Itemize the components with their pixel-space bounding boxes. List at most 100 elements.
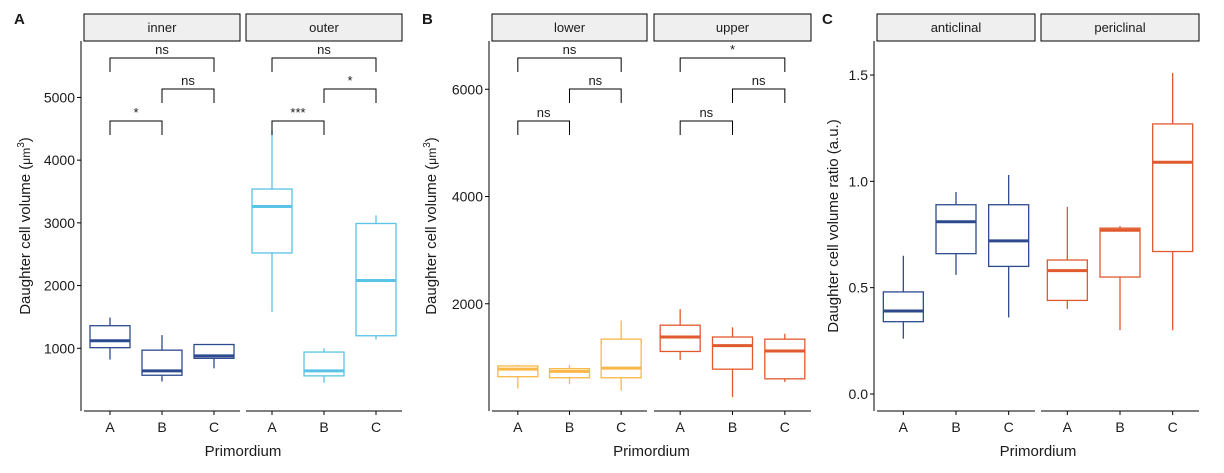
x-tick-label: C xyxy=(780,419,790,435)
box-iqr xyxy=(251,188,293,254)
y-tick-label: 0.5 xyxy=(849,280,869,296)
box-outer-C xyxy=(355,215,397,340)
significance-label: * xyxy=(133,105,138,120)
box-periclinal-B xyxy=(1099,226,1141,331)
significance-label: ns xyxy=(317,42,331,57)
significance-label: ns xyxy=(181,73,195,88)
y-tick-label: 1.5 xyxy=(849,67,869,83)
x-axis-title: Primordium xyxy=(205,443,282,460)
facet-strip-label: upper xyxy=(716,20,750,35)
x-tick-label: B xyxy=(1115,419,1124,435)
box-iqr xyxy=(988,204,1030,268)
x-tick-label: A xyxy=(105,419,115,435)
y-axis-title: Daughter cell volume (μm3) xyxy=(16,137,34,315)
box-iqr xyxy=(764,338,806,380)
y-tick-label: 3000 xyxy=(44,215,75,231)
y-tick-label: 6000 xyxy=(452,81,483,97)
x-tick-label: C xyxy=(616,419,626,435)
facet-strip-label: lower xyxy=(554,20,586,35)
facet-strip-label: inner xyxy=(148,20,178,35)
box-iqr xyxy=(711,336,754,370)
x-tick-label: B xyxy=(565,419,574,435)
facet-strip xyxy=(1040,13,1200,42)
x-tick-label: B xyxy=(728,419,737,435)
box-anticlinal-B xyxy=(935,191,977,275)
panel-label: C xyxy=(822,11,833,28)
y-tick-label: 0.0 xyxy=(849,386,869,402)
y-axis-title: Daughter cell volume (μm3) xyxy=(422,137,440,315)
box-iqr xyxy=(1099,227,1141,278)
box-iqr xyxy=(1046,259,1088,302)
facet-strip xyxy=(83,13,241,42)
x-tick-label: A xyxy=(675,419,685,435)
box-iqr xyxy=(600,338,642,379)
box-iqr xyxy=(89,325,131,349)
box-iqr xyxy=(497,365,539,378)
facet-strip-label: periclinal xyxy=(1094,20,1145,35)
facet-upper: upper A B C * ns ns xyxy=(653,13,812,435)
significance-bracket xyxy=(517,120,570,135)
chart-panel-B: B 2000 4000 6000 Daughter cell volume (μm3) l… xyxy=(422,11,812,460)
significance-bracket xyxy=(271,120,325,135)
box-upper-A xyxy=(659,309,701,361)
x-tick-label: B xyxy=(157,419,166,435)
x-axis-title: Primordium xyxy=(1000,443,1077,460)
panel-label: B xyxy=(422,11,433,28)
box-upper-C xyxy=(764,333,806,383)
facet-strip xyxy=(245,13,403,42)
y-tick-label: 1.0 xyxy=(849,173,869,189)
box-lower-A xyxy=(497,364,539,389)
box-outer-A xyxy=(251,130,293,312)
facet-strip-label: anticlinal xyxy=(931,20,982,35)
x-tick-label: C xyxy=(1004,419,1014,435)
box-iqr xyxy=(548,367,591,379)
x-tick-label: A xyxy=(1063,419,1073,435)
box-periclinal-A xyxy=(1046,206,1088,309)
box-iqr xyxy=(1152,123,1194,253)
significance-bracket xyxy=(323,88,377,103)
box-inner-C xyxy=(193,343,235,369)
y-tick-label: 5000 xyxy=(44,89,75,105)
x-tick-label: A xyxy=(899,419,909,435)
y-tick-label: 4000 xyxy=(44,152,75,168)
significance-label: ns xyxy=(752,73,766,88)
facet-strip xyxy=(653,13,812,42)
significance-label: * xyxy=(347,73,352,88)
box-iqr xyxy=(882,291,924,323)
significance-label: * xyxy=(730,42,735,57)
significance-bracket xyxy=(732,88,786,103)
x-axis-title: Primordium xyxy=(613,443,690,460)
x-tick-label: A xyxy=(513,419,523,435)
box-anticlinal-C xyxy=(988,174,1030,318)
significance-bracket xyxy=(161,88,215,103)
significance-label: ns xyxy=(588,73,602,88)
significance-bracket xyxy=(109,57,215,72)
facet-lower: lower A B Cns ns ns xyxy=(491,13,648,435)
box-iqr xyxy=(935,204,977,255)
facet-periclinal: periclinal A B C xyxy=(1040,13,1200,435)
facet-inner: inner A B Cns ns * xyxy=(83,13,241,435)
y-axis-title: Daughter cell volume ratio (a.u.) xyxy=(825,119,842,332)
x-tick-label: C xyxy=(371,419,381,435)
facet-strip-label: outer xyxy=(309,20,339,35)
y-tick-label: 2000 xyxy=(44,278,75,294)
significance-bracket xyxy=(679,57,786,72)
box-lower-B xyxy=(548,364,591,385)
x-tick-label: A xyxy=(267,419,277,435)
box-upper-B xyxy=(711,327,754,398)
significance-label: ns xyxy=(699,105,713,120)
significance-bracket xyxy=(679,120,733,135)
y-tick-label: 2000 xyxy=(452,296,483,312)
box-lower-C xyxy=(600,320,642,391)
box-periclinal-C xyxy=(1152,72,1194,331)
panel-label: A xyxy=(14,11,25,28)
box-inner-A xyxy=(89,317,131,360)
x-tick-label: B xyxy=(951,419,960,435)
facet-anticlinal: anticlinal A B C xyxy=(876,13,1036,435)
chart-panel-C: C 0.0 0.5 1.0 1.5 Daughter cell volume ratio … xyxy=(822,11,1200,460)
x-tick-label: C xyxy=(209,419,219,435)
y-tick-label: 1000 xyxy=(44,340,75,356)
significance-label: ns xyxy=(155,42,169,57)
